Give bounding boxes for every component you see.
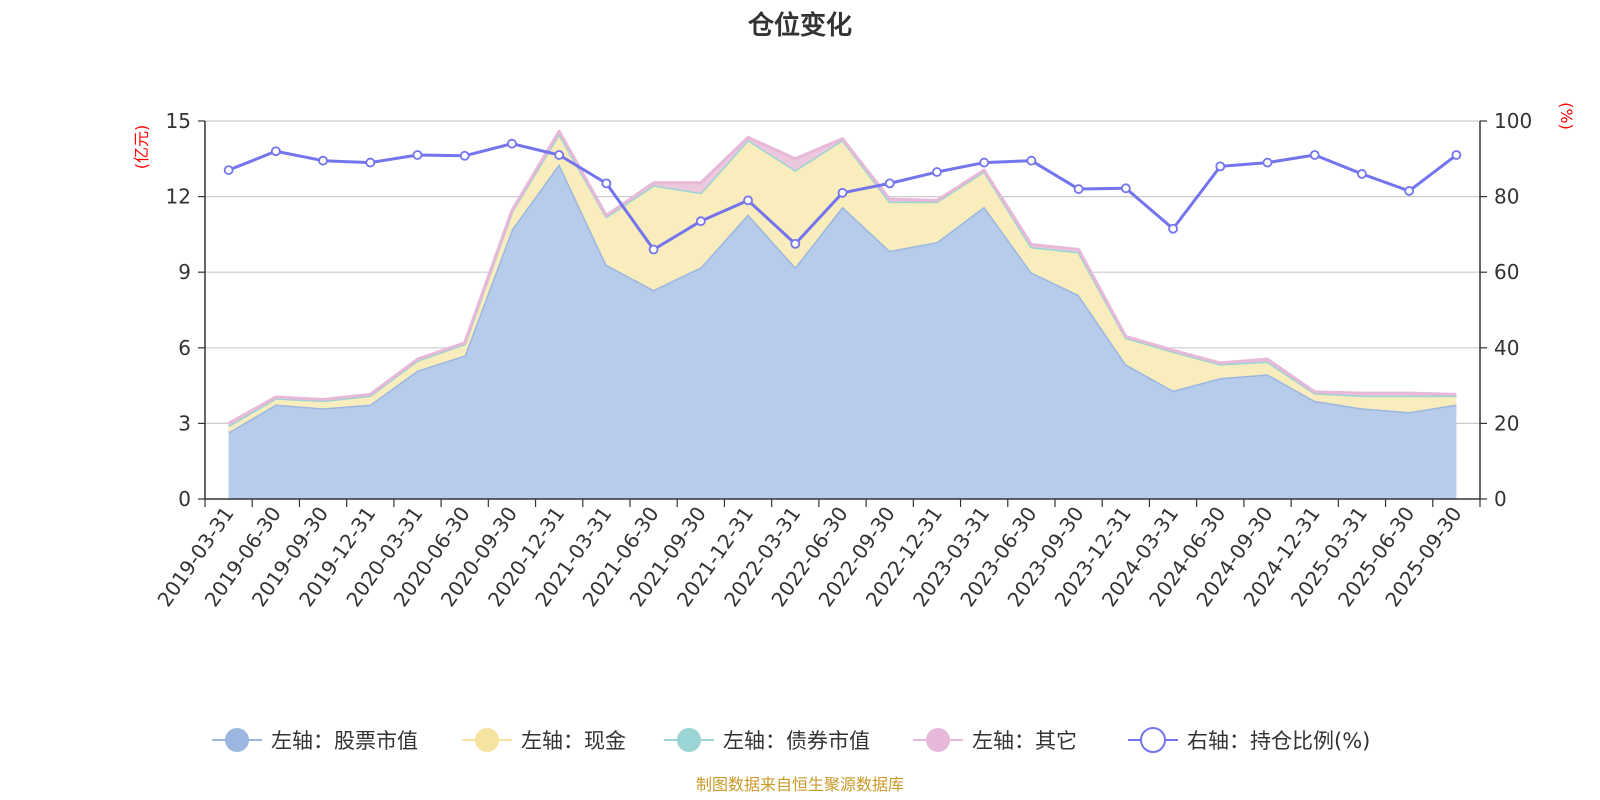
- position-ratio-point: [1262, 157, 1273, 168]
- position-ratio-point: [837, 187, 848, 198]
- area-series: [227, 129, 1457, 499]
- right-axis-tick-label: 0: [1494, 487, 1507, 511]
- position-ratio-point: [1451, 150, 1462, 160]
- position-ratio-point: [884, 178, 895, 189]
- position-ratio-point: [932, 167, 942, 177]
- position-ratio-point: [1215, 161, 1226, 172]
- position-ratio-point: [459, 150, 470, 161]
- legend-item-1: 左轴：现金: [462, 728, 626, 753]
- left-axis-tick-label: 9: [178, 260, 191, 284]
- position-ratio-point: [1073, 184, 1084, 194]
- legend-item-0: 左轴：股票市值: [212, 728, 418, 753]
- right-axis-tick-label: 60: [1494, 260, 1519, 284]
- left-axis-tick-label: 3: [178, 411, 191, 435]
- legend-item-3: 左轴：其它: [913, 728, 1077, 753]
- position-ratio-point: [507, 138, 517, 149]
- position-ratio-point: [223, 165, 234, 176]
- position-ratio-point: [979, 157, 990, 168]
- left-axis-tick-label: 6: [178, 336, 191, 360]
- position-ratio-point: [318, 155, 328, 166]
- legend-marker: [475, 728, 499, 752]
- right-axis-tick-label: 20: [1494, 411, 1519, 435]
- position-ratio-point: [365, 157, 376, 168]
- legend-label: 左轴：现金: [521, 729, 626, 753]
- legend-label: 左轴：其它: [972, 729, 1077, 753]
- position-ratio-point: [270, 146, 281, 157]
- position-ratio-point: [1404, 186, 1415, 196]
- position-ratio-point: [1026, 155, 1037, 166]
- area-series-1: [228, 133, 1457, 433]
- left-axis-tick-label: 12: [166, 185, 191, 209]
- legend-marker: [225, 728, 249, 752]
- right-axis-tick-label: 100: [1494, 109, 1532, 133]
- legend-label: 右轴：持仓比例(%): [1187, 729, 1370, 753]
- data-source-note: 制图数据来自恒生聚源数据库: [696, 775, 904, 794]
- legend-marker: [677, 728, 701, 752]
- legend-item-4: 右轴：持仓比例(%): [1128, 727, 1370, 753]
- position-ratio-point: [1357, 169, 1367, 179]
- chart-title: 仓位变化: [747, 10, 852, 41]
- legend-marker: [1140, 727, 1166, 753]
- area-series-0: [228, 163, 1457, 499]
- left-axis-tick-label: 0: [178, 487, 191, 511]
- position-ratio-point: [1309, 150, 1320, 160]
- legend-label: 左轴：债券市值: [723, 729, 870, 753]
- position-ratio-point: [1168, 223, 1178, 234]
- legend-item-2: 左轴：债券市值: [664, 728, 870, 753]
- right-axis-tick-label: 40: [1494, 336, 1519, 360]
- left-axis-unit: (亿元): [132, 125, 151, 170]
- position-ratio-point: [1120, 183, 1131, 194]
- legend-label: 左轴：股票市值: [271, 729, 418, 753]
- position-ratio-point: [412, 150, 423, 160]
- right-axis-unit: (%): [1557, 102, 1576, 130]
- legend: 左轴：股票市值 左轴：现金 左轴：债券市值 左轴：其它 右轴：持仓比例(%): [212, 727, 1370, 753]
- position-ratio-point: [743, 195, 753, 206]
- left-axis-tick-label: 15: [166, 109, 191, 133]
- area-series-3-edge: [227, 129, 1457, 425]
- position-ratio-point: [601, 178, 612, 189]
- right-axis-tick-label: 80: [1494, 185, 1519, 209]
- position-ratio-point: [695, 216, 706, 227]
- position-ratio-point: [554, 150, 565, 160]
- position-ratio-point: [790, 238, 801, 249]
- position-ratio-point: [648, 244, 659, 255]
- position-ratio-line: [223, 138, 1462, 255]
- legend-marker: [926, 728, 950, 752]
